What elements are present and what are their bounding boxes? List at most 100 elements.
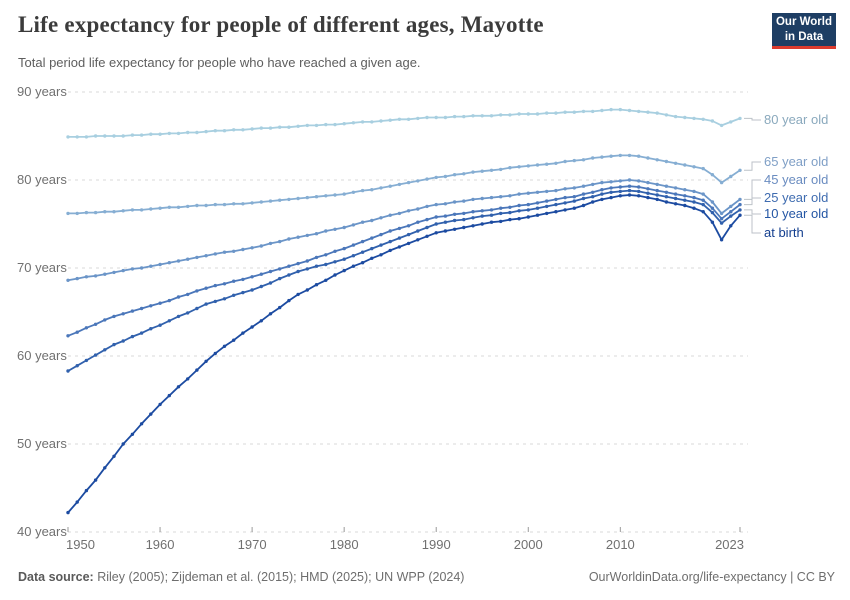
data-point-80-year-old — [75, 135, 79, 139]
series-line-65-year-old[interactable] — [68, 154, 741, 215]
data-point-10-year-old — [324, 262, 328, 267]
data-point-10-year-old — [535, 206, 540, 210]
data-point-80-year-old — [489, 114, 494, 118]
data-point-25-year-old — [719, 217, 724, 221]
x-tick-label: 2023 — [715, 537, 744, 552]
data-point-80-year-old — [406, 117, 411, 122]
owid-logo[interactable]: Our World in Data — [772, 13, 836, 49]
data-point-65-year-old — [305, 195, 309, 200]
data-point-10-year-old — [581, 196, 586, 201]
data-point-80-year-old — [517, 112, 521, 116]
footer-link[interactable]: OurWorldinData.org/life-expectancy | CC … — [588, 570, 835, 584]
data-point-80-year-old — [563, 110, 567, 114]
data-point-25-year-old — [259, 272, 263, 276]
data-point-65-year-old — [388, 184, 392, 188]
data-point-65-year-old — [103, 210, 107, 214]
data-point-at-birth — [360, 261, 365, 265]
data-point-10-year-old — [84, 358, 89, 363]
data-point-at-birth — [499, 219, 503, 224]
data-point-10-year-old — [738, 208, 742, 212]
data-point-25-year-old — [443, 214, 448, 218]
data-point-25-year-old — [434, 215, 438, 219]
series-label-25-year-old[interactable]: 25 year old — [764, 190, 829, 205]
data-point-65-year-old — [268, 199, 273, 203]
data-point-45-year-old — [609, 180, 613, 184]
data-point-45-year-old — [370, 218, 374, 223]
data-point-45-year-old — [738, 197, 742, 202]
x-tick-label: 1960 — [145, 537, 175, 552]
data-point-65-year-old — [683, 163, 687, 167]
data-point-25-year-old — [167, 298, 171, 303]
data-point-65-year-old — [314, 195, 319, 199]
data-point-45-year-old — [452, 200, 457, 204]
data-point-80-year-old — [627, 108, 632, 113]
data-point-25-year-old — [581, 192, 586, 196]
data-point-80-year-old — [452, 114, 457, 119]
data-point-80-year-old — [416, 116, 420, 121]
data-point-10-year-old — [342, 257, 346, 261]
data-point-25-year-old — [75, 330, 79, 334]
series-label-at-birth[interactable]: at birth — [764, 225, 804, 240]
data-point-25-year-old — [692, 195, 696, 200]
data-point-10-year-old — [305, 267, 309, 271]
data-point-45-year-old — [673, 186, 678, 190]
series-label-45-year-old[interactable]: 45 year old — [764, 172, 829, 187]
data-point-80-year-old — [195, 130, 199, 135]
data-point-25-year-old — [333, 249, 337, 253]
data-point-25-year-old — [489, 208, 494, 212]
data-point-25-year-old — [351, 243, 356, 247]
series-line-at-birth[interactable] — [67, 194, 741, 514]
data-point-80-year-old — [66, 135, 70, 139]
data-point-25-year-old — [93, 322, 98, 326]
data-point-at-birth — [683, 203, 687, 208]
chart-subtitle: Total period life expectancy for people … — [18, 55, 421, 70]
data-point-25-year-old — [609, 186, 613, 190]
data-point-65-year-old — [213, 202, 217, 207]
data-point-45-year-old — [84, 275, 89, 279]
data-point-65-year-old — [489, 168, 494, 172]
data-point-80-year-old — [692, 116, 696, 121]
data-point-65-year-old — [167, 205, 171, 209]
data-point-25-year-old — [738, 202, 742, 207]
data-point-at-birth — [425, 234, 429, 238]
data-point-at-birth — [176, 385, 181, 389]
data-point-80-year-old — [425, 115, 429, 120]
series-label-80-year-old[interactable]: 80 year old — [764, 112, 829, 127]
data-point-10-year-old — [471, 216, 475, 220]
data-point-80-year-old — [637, 109, 641, 114]
data-point-45-year-old — [471, 197, 475, 202]
data-point-25-year-old — [406, 224, 411, 228]
data-point-at-birth — [452, 227, 457, 231]
data-point-at-birth — [673, 202, 678, 206]
data-point-25-year-old — [84, 326, 89, 330]
data-point-65-year-old — [204, 203, 208, 208]
data-point-10-year-old — [637, 189, 641, 194]
series-label-65-year-old[interactable]: 65 year old — [764, 154, 829, 169]
data-point-10-year-old — [683, 198, 687, 202]
x-tick-label: 1970 — [237, 537, 267, 552]
data-point-25-year-old — [176, 295, 181, 299]
data-point-10-year-old — [618, 189, 622, 194]
data-point-10-year-old — [75, 364, 79, 368]
data-point-65-year-old — [406, 180, 411, 185]
data-point-80-year-old — [462, 114, 466, 119]
data-point-10-year-old — [425, 225, 429, 230]
data-point-80-year-old — [683, 115, 687, 120]
data-point-45-year-old — [232, 249, 236, 253]
data-point-at-birth — [333, 273, 337, 277]
data-point-25-year-old — [637, 185, 641, 189]
data-point-at-birth — [738, 213, 742, 217]
data-point-45-year-old — [360, 220, 365, 224]
data-point-at-birth — [646, 195, 650, 200]
data-point-45-year-old — [443, 202, 448, 206]
data-point-10-year-old — [379, 243, 383, 247]
series-label-10-year-old[interactable]: 10 year old — [764, 206, 829, 221]
data-source-label: Data source: — [18, 570, 94, 584]
data-point-80-year-old — [360, 120, 365, 124]
y-tick-label: 80 years — [17, 172, 67, 187]
data-point-25-year-old — [416, 220, 420, 224]
series-line-10-year-old[interactable] — [67, 189, 741, 372]
data-point-at-birth — [581, 203, 586, 208]
data-point-at-birth — [84, 488, 89, 493]
data-point-at-birth — [232, 338, 236, 342]
